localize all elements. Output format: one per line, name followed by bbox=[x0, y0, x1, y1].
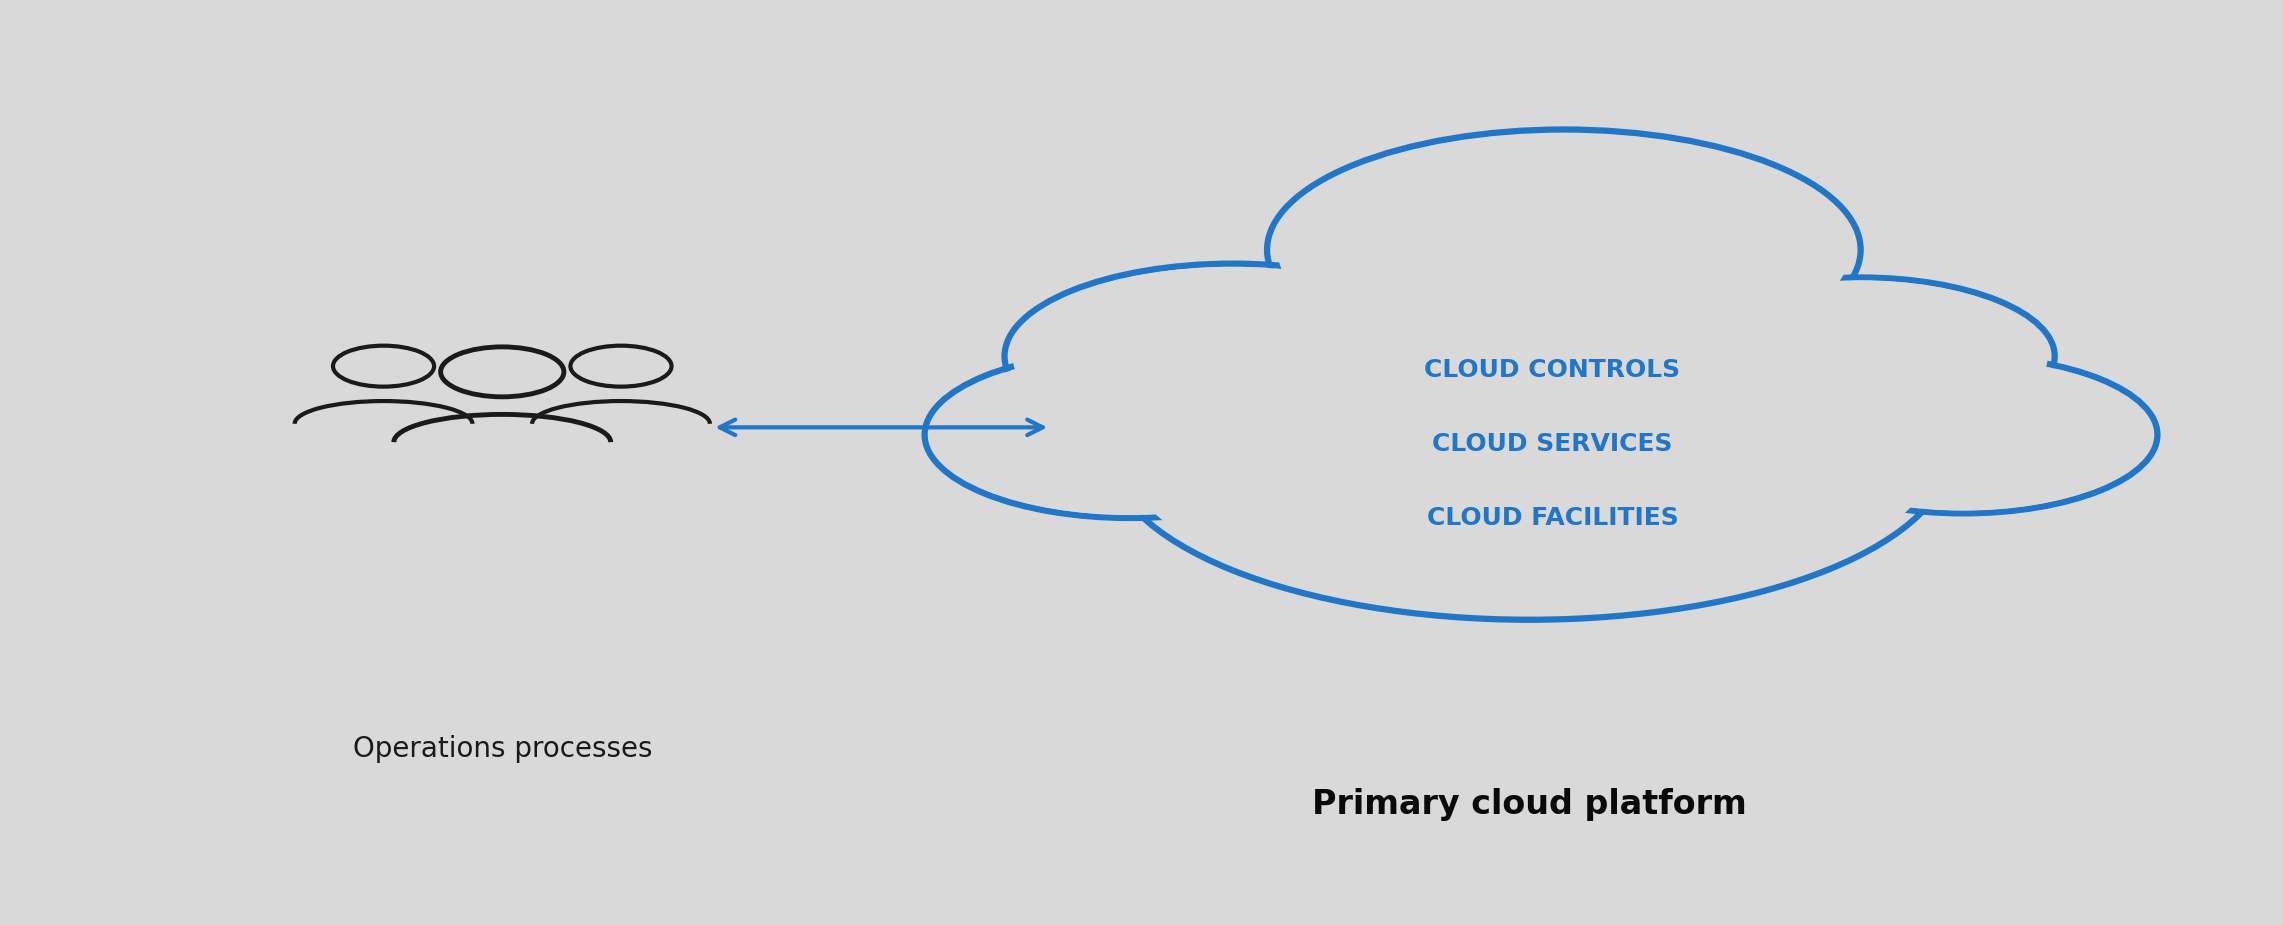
Circle shape bbox=[1769, 356, 2157, 513]
Circle shape bbox=[1673, 280, 2048, 432]
Circle shape bbox=[1014, 266, 1452, 445]
Circle shape bbox=[1107, 278, 1952, 620]
Circle shape bbox=[931, 354, 1329, 515]
Circle shape bbox=[1667, 278, 2055, 435]
Circle shape bbox=[1121, 283, 1938, 614]
Text: Primary cloud platform: Primary cloud platform bbox=[1313, 788, 1746, 821]
Circle shape bbox=[925, 352, 1336, 518]
Circle shape bbox=[1005, 264, 1461, 449]
Text: CLOUD CONTROLS: CLOUD CONTROLS bbox=[1425, 358, 1680, 382]
Text: CLOUD SERVICES: CLOUD SERVICES bbox=[1431, 432, 1673, 456]
Circle shape bbox=[1278, 134, 1849, 365]
FancyArrowPatch shape bbox=[719, 420, 1043, 435]
Text: CLOUD FACILITIES: CLOUD FACILITIES bbox=[1427, 506, 1678, 530]
Text: Operations processes: Operations processes bbox=[352, 735, 653, 763]
Circle shape bbox=[1776, 359, 2151, 511]
Circle shape bbox=[1267, 130, 1861, 370]
